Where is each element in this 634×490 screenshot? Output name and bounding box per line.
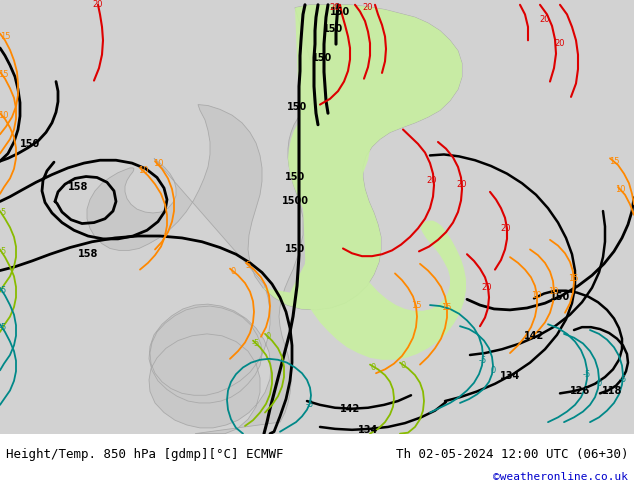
Text: 0: 0 bbox=[490, 366, 496, 375]
Text: 158: 158 bbox=[78, 249, 98, 259]
Text: 20: 20 bbox=[555, 39, 566, 48]
Text: 150: 150 bbox=[312, 52, 332, 63]
Text: 15: 15 bbox=[609, 157, 619, 166]
Text: 10: 10 bbox=[548, 287, 559, 296]
Text: 134: 134 bbox=[500, 371, 520, 381]
Text: -5: -5 bbox=[479, 356, 487, 365]
Text: 150: 150 bbox=[287, 102, 307, 112]
Text: 150: 150 bbox=[323, 24, 343, 34]
Text: 10: 10 bbox=[531, 291, 541, 300]
Text: 20: 20 bbox=[482, 283, 492, 293]
Text: 142: 142 bbox=[524, 331, 544, 341]
Text: 20: 20 bbox=[93, 0, 103, 9]
Text: Height/Temp. 850 hPa [gdmp][°C] ECMWF: Height/Temp. 850 hPa [gdmp][°C] ECMWF bbox=[6, 448, 283, 461]
Text: 10: 10 bbox=[153, 159, 163, 168]
Text: 150: 150 bbox=[330, 6, 350, 17]
Text: -5: -5 bbox=[306, 400, 314, 409]
Text: 20: 20 bbox=[540, 15, 550, 24]
Text: 20: 20 bbox=[330, 3, 340, 12]
Text: 20: 20 bbox=[363, 3, 373, 12]
Text: 134: 134 bbox=[358, 425, 378, 435]
Text: 0: 0 bbox=[370, 363, 375, 372]
Polygon shape bbox=[87, 5, 462, 434]
Text: -5: -5 bbox=[0, 208, 7, 218]
Text: -5: -5 bbox=[583, 369, 591, 379]
Polygon shape bbox=[263, 5, 466, 360]
Text: -5: -5 bbox=[619, 375, 627, 385]
Text: 15: 15 bbox=[0, 71, 8, 79]
Text: 150: 150 bbox=[285, 245, 305, 254]
Text: 10: 10 bbox=[138, 166, 148, 175]
Text: 20: 20 bbox=[427, 176, 437, 185]
Text: -5: -5 bbox=[0, 286, 7, 295]
Text: -5: -5 bbox=[0, 322, 7, 332]
Text: 1500: 1500 bbox=[281, 196, 309, 206]
Text: 126: 126 bbox=[570, 387, 590, 396]
Text: Th 02-05-2024 12:00 UTC (06+30): Th 02-05-2024 12:00 UTC (06+30) bbox=[396, 448, 628, 461]
Text: 0: 0 bbox=[266, 332, 271, 341]
Text: 150: 150 bbox=[20, 139, 40, 149]
Text: 0: 0 bbox=[401, 361, 406, 370]
Text: 15: 15 bbox=[0, 32, 10, 41]
Text: 15: 15 bbox=[568, 274, 578, 283]
Text: 5: 5 bbox=[245, 261, 250, 270]
Text: 0: 0 bbox=[230, 267, 236, 276]
Text: ©weatheronline.co.uk: ©weatheronline.co.uk bbox=[493, 472, 628, 482]
Text: 142: 142 bbox=[340, 404, 360, 414]
Text: 10: 10 bbox=[615, 185, 625, 195]
Text: 118: 118 bbox=[602, 387, 622, 396]
Text: -5: -5 bbox=[0, 247, 7, 256]
Text: 150: 150 bbox=[285, 172, 305, 182]
Text: 20: 20 bbox=[501, 224, 511, 233]
Text: 0: 0 bbox=[597, 379, 602, 388]
Text: 15: 15 bbox=[411, 300, 421, 310]
Text: 10: 10 bbox=[0, 111, 8, 120]
Text: 150: 150 bbox=[550, 293, 570, 302]
Text: -5: -5 bbox=[252, 339, 260, 348]
Text: 158: 158 bbox=[68, 182, 88, 192]
Text: 20: 20 bbox=[456, 180, 467, 189]
Text: 15: 15 bbox=[441, 302, 451, 312]
